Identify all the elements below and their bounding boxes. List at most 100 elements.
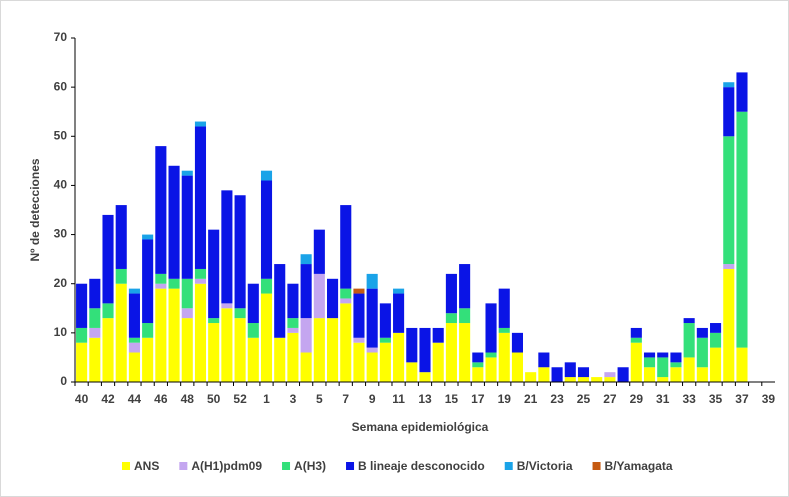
- bar-segment: [300, 318, 312, 353]
- bar-segment: [128, 288, 140, 294]
- bar-segment: [670, 352, 682, 363]
- bar-segment: [551, 367, 563, 382]
- legend-label: A(H1)pdm09: [191, 459, 262, 473]
- bar-segment: [76, 327, 88, 343]
- y-tick-label: 20: [54, 276, 68, 290]
- y-axis-title: Nº de detecciones: [28, 158, 42, 261]
- legend-swatch: [504, 462, 513, 470]
- bar-segment: [736, 111, 748, 348]
- bar-segment: [115, 283, 127, 382]
- bar-segment: [300, 254, 312, 265]
- bar-segment: [194, 278, 207, 284]
- bar-segment: [247, 323, 259, 338]
- bar-segment: [445, 273, 457, 314]
- x-tick-label: 52: [233, 392, 247, 406]
- bar-segment: [564, 362, 576, 378]
- bar-segment: [181, 308, 193, 319]
- bar-segment: [723, 264, 735, 269]
- bar-segment: [604, 377, 616, 382]
- bar-segment: [710, 323, 722, 333]
- bar-segment: [221, 303, 233, 309]
- bar-segment: [379, 303, 391, 338]
- bar-segment: [511, 332, 523, 353]
- legend-label: ANS: [134, 459, 159, 473]
- x-tick-label: 25: [577, 392, 591, 406]
- bar-segment: [287, 332, 299, 382]
- bar-segment: [459, 323, 471, 382]
- x-axis-title: Semana epidemiológica: [352, 420, 489, 434]
- x-tick-label: 44: [128, 392, 142, 406]
- bar-segment: [327, 278, 339, 319]
- bar-segment: [498, 332, 510, 382]
- legend-swatch: [592, 462, 601, 470]
- bar-segment: [485, 303, 497, 353]
- bar-segment: [630, 342, 642, 382]
- x-tick-label: 29: [630, 392, 644, 406]
- bar-segment: [102, 318, 114, 382]
- x-tick-label: 33: [682, 392, 696, 406]
- y-tick-label: 30: [54, 227, 68, 241]
- bar-segment: [432, 342, 444, 382]
- bar-segment: [234, 318, 246, 382]
- x-tick-label: 17: [471, 392, 485, 406]
- x-tick-label: 46: [154, 392, 168, 406]
- bar-segment: [736, 347, 748, 382]
- bar-segment: [142, 337, 154, 382]
- bar-segment: [234, 308, 246, 319]
- bar-segment: [181, 170, 193, 176]
- bar-segment: [459, 308, 471, 324]
- bar-segment: [670, 367, 682, 382]
- bar-segment: [710, 332, 722, 348]
- bar-segment: [564, 377, 576, 382]
- bar-segment: [630, 337, 642, 343]
- bar-segment: [657, 377, 669, 382]
- bar-segment: [485, 352, 497, 358]
- legend-swatch: [346, 462, 355, 470]
- bar-segment: [577, 377, 590, 382]
- bar-segment: [445, 313, 457, 324]
- x-tick-label: 9: [369, 392, 376, 406]
- x-tick-label: 3: [290, 392, 297, 406]
- x-tick-label: 1: [263, 392, 270, 406]
- bar-segment: [194, 121, 207, 127]
- legend-label: B lineaje desconocido: [358, 459, 485, 473]
- legend-swatch: [282, 462, 291, 470]
- x-tick-label: 23: [550, 392, 564, 406]
- bar-segment: [102, 214, 114, 304]
- bar-segment: [128, 293, 140, 338]
- legend-swatch: [179, 462, 188, 470]
- bar-segment: [670, 362, 682, 368]
- bar-segment: [89, 337, 101, 382]
- bar-segment: [340, 303, 352, 382]
- legend-swatch: [122, 462, 130, 470]
- bar-segment: [247, 337, 259, 382]
- bar-segment: [710, 347, 722, 382]
- bar-segment: [617, 367, 629, 382]
- bar-segment: [128, 342, 140, 353]
- bar-segment: [379, 342, 391, 382]
- bar-segment: [76, 342, 88, 382]
- bar-segment: [366, 347, 378, 353]
- bar-segment: [643, 357, 656, 368]
- bar-segment: [234, 195, 246, 309]
- bar-segment: [208, 229, 220, 319]
- bar-segment: [313, 229, 325, 274]
- bar-segment: [683, 357, 695, 382]
- y-tick-label: 50: [54, 128, 68, 142]
- x-tick-label: 27: [603, 392, 617, 406]
- bar-segment: [260, 293, 273, 382]
- bar-segment: [102, 303, 114, 319]
- bar-segment: [287, 327, 299, 333]
- bar-segment: [432, 327, 444, 343]
- bar-segment: [300, 352, 312, 382]
- bar-segment: [208, 323, 220, 382]
- bar-segment: [366, 273, 378, 289]
- bar-segment: [142, 234, 154, 240]
- bar-segment: [89, 308, 101, 328]
- x-tick-label: 5: [316, 392, 323, 406]
- bar-segment: [168, 288, 180, 382]
- bar-segment: [643, 367, 656, 382]
- bar-segment: [696, 337, 708, 368]
- x-tick-label: 15: [445, 392, 459, 406]
